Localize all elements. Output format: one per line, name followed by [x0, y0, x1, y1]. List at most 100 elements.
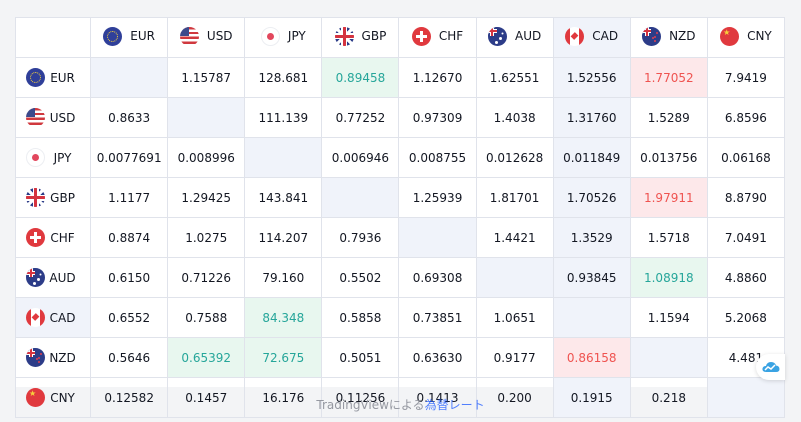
rate-cell[interactable]: 128.681	[244, 57, 323, 98]
rate-cell[interactable]: 1.52556	[552, 57, 631, 98]
diagonal-cell	[321, 177, 400, 218]
rate-cell[interactable]: 1.08918	[629, 257, 708, 298]
row-header-gbp[interactable]: GBP	[14, 177, 92, 218]
rate-cell[interactable]: 1.1594	[629, 297, 708, 338]
rate-cell[interactable]: 0.5502	[321, 257, 400, 298]
column-header-aud[interactable]: AUD	[475, 17, 554, 58]
rate-cell[interactable]: 0.69308	[398, 257, 477, 298]
row-header-label: NZD	[49, 350, 76, 365]
rate-cell[interactable]: 0.0077691	[90, 137, 169, 178]
rate-cell[interactable]: 1.0651	[475, 297, 554, 338]
rate-cell[interactable]: 0.9177	[475, 337, 554, 378]
rate-cell[interactable]: 1.4038	[475, 97, 554, 138]
row-header-chf[interactable]: CHF	[14, 217, 92, 258]
column-header-label: EUR	[130, 29, 155, 43]
rate-cell[interactable]: 0.011849	[552, 137, 631, 178]
row-header-aud[interactable]: AUD	[14, 257, 92, 298]
rate-cell[interactable]: 0.5646	[90, 337, 169, 378]
rate-cell[interactable]: 0.86158	[552, 337, 631, 378]
rate-cell[interactable]: 1.29425	[167, 177, 246, 218]
column-header-cny[interactable]: CNY	[706, 17, 786, 58]
rate-cell[interactable]: 0.73851	[398, 297, 477, 338]
rate-cell[interactable]: 0.200	[475, 377, 554, 418]
rate-cell[interactable]: 1.25939	[398, 177, 477, 218]
rate-cell[interactable]: 1.62551	[475, 57, 554, 98]
rate-cell[interactable]: 0.97309	[398, 97, 477, 138]
row-header-usd[interactable]: USD	[14, 97, 92, 138]
rate-cell[interactable]: 1.12670	[398, 57, 477, 98]
row-header-label: CAD	[49, 310, 76, 325]
rate-cell[interactable]: 8.8790	[706, 177, 786, 218]
rate-cell[interactable]: 0.89458	[321, 57, 400, 98]
rate-cell[interactable]: 1.70526	[552, 177, 631, 218]
rate-cell[interactable]: 0.006946	[321, 137, 400, 178]
rate-cell[interactable]: 7.9419	[706, 57, 786, 98]
rate-cell[interactable]: 1.0275	[167, 217, 246, 258]
rate-cell[interactable]: 0.012628	[475, 137, 554, 178]
row-header-eur[interactable]: EUR	[14, 57, 92, 98]
rate-cell[interactable]: 84.348	[244, 297, 323, 338]
column-header-usd[interactable]: USD	[167, 17, 246, 58]
tradingview-badge[interactable]	[756, 354, 785, 380]
rate-cell[interactable]: 0.7588	[167, 297, 246, 338]
rate-cell[interactable]: 0.93845	[552, 257, 631, 298]
rate-cell[interactable]: 0.218	[629, 377, 708, 418]
rate-cell[interactable]: 0.8874	[90, 217, 169, 258]
rate-cell[interactable]: 0.1457	[167, 377, 246, 418]
rate-cell[interactable]: 0.63630	[398, 337, 477, 378]
rate-cell[interactable]: 7.0491	[706, 217, 786, 258]
rate-cell[interactable]: 1.1177	[90, 177, 169, 218]
column-header-eur[interactable]: EUR	[90, 17, 169, 58]
row-header-label: CHF	[50, 230, 75, 245]
table-row-gbp: GBP 1.1177 1.29425 143.841 1.25939 1.81701 1.7…	[14, 177, 786, 218]
rate-cell[interactable]: 0.77252	[321, 97, 400, 138]
rate-cell[interactable]: 5.2068	[706, 297, 786, 338]
row-header-cny[interactable]: CNY	[14, 377, 92, 418]
rate-cell[interactable]: 0.008755	[398, 137, 477, 178]
rate-cell[interactable]: 0.12582	[90, 377, 169, 418]
column-header-nzd[interactable]: NZD	[629, 17, 708, 58]
rate-cell[interactable]: 0.5051	[321, 337, 400, 378]
rate-cell[interactable]: 72.675	[244, 337, 323, 378]
rate-cell[interactable]: 0.65392	[167, 337, 246, 378]
rate-cell[interactable]: 143.841	[244, 177, 323, 218]
rate-cell[interactable]: 0.008996	[167, 137, 246, 178]
rate-cell[interactable]: 0.11256	[321, 377, 400, 418]
rate-cell[interactable]: 111.139	[244, 97, 323, 138]
rate-cell[interactable]: 0.6150	[90, 257, 169, 298]
rate-cell[interactable]: 1.4421	[475, 217, 554, 258]
rate-cell[interactable]: 0.6552	[90, 297, 169, 338]
column-header-gbp[interactable]: GBP	[321, 17, 400, 58]
table-row-usd: USD 0.8633 111.139 0.77252 0.97309 1.4038 1.31…	[14, 97, 786, 138]
rate-cell[interactable]: 1.3529	[552, 217, 631, 258]
rate-cell[interactable]: 0.1915	[552, 377, 631, 418]
rate-cell[interactable]: 0.71226	[167, 257, 246, 298]
rate-cell[interactable]: 0.7936	[321, 217, 400, 258]
rate-cell[interactable]: 1.31760	[552, 97, 631, 138]
cross-rates-widget: EUR USD JPY GBP CHF AUD CAD NZD CNY EUR 1.1578712…	[14, 17, 786, 418]
rate-cell[interactable]: 1.97911	[629, 177, 708, 218]
rate-cell[interactable]: 0.8633	[90, 97, 169, 138]
rate-cell[interactable]: 1.5718	[629, 217, 708, 258]
ca-flag-icon	[26, 308, 45, 327]
row-header-jpy[interactable]: JPY	[14, 137, 92, 178]
rate-cell[interactable]: 1.81701	[475, 177, 554, 218]
rate-cell[interactable]: 0.5858	[321, 297, 400, 338]
column-header-cad[interactable]: CAD	[552, 17, 631, 58]
rate-cell[interactable]: 0.06168	[706, 137, 786, 178]
row-header-nzd[interactable]: NZD	[14, 337, 92, 378]
rate-cell[interactable]: 79.160	[244, 257, 323, 298]
column-header-jpy[interactable]: JPY	[244, 17, 323, 58]
rate-cell[interactable]: 1.77052	[629, 57, 708, 98]
rate-cell[interactable]: 0.013756	[629, 137, 708, 178]
row-header-cad[interactable]: CAD	[14, 297, 92, 338]
rate-cell[interactable]: 16.176	[244, 377, 323, 418]
rate-cell[interactable]: 114.207	[244, 217, 323, 258]
rate-cell[interactable]: 1.15787	[167, 57, 246, 98]
rate-cell[interactable]: 6.8596	[706, 97, 786, 138]
rate-cell[interactable]: 1.5289	[629, 97, 708, 138]
exchange-rates-link[interactable]: 為替レート	[424, 398, 485, 412]
column-header-chf[interactable]: CHF	[398, 17, 477, 58]
rate-cell[interactable]: 0.1413	[398, 377, 477, 418]
rate-cell[interactable]: 4.8860	[706, 257, 786, 298]
